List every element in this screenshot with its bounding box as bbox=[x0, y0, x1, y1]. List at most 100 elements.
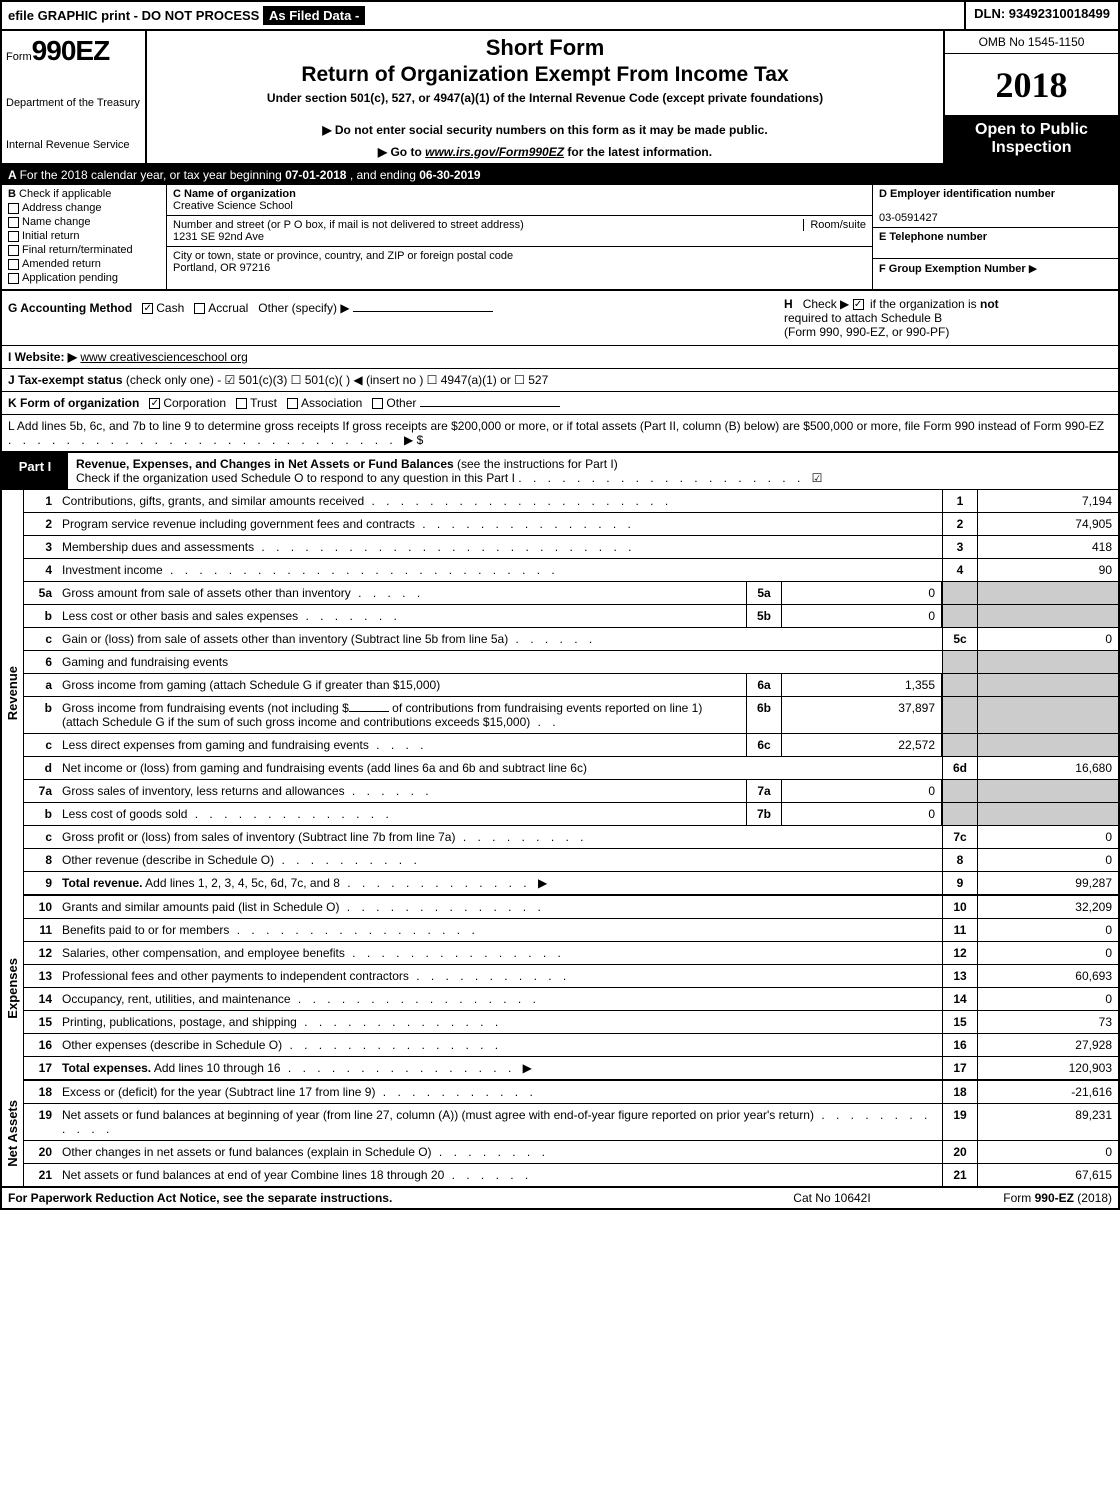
c-city: City or town, state or province, country… bbox=[167, 247, 872, 277]
line-5c-bv: 0 bbox=[978, 628, 1118, 650]
line-3-desc: Membership dues and assessments . . . . … bbox=[58, 536, 942, 558]
line-7c-bv: 0 bbox=[978, 826, 1118, 848]
i-val[interactable]: www creativescienceschool org bbox=[80, 350, 247, 364]
revenue-label: Revenue bbox=[3, 664, 22, 722]
col-b: B Check if applicable Address change Nam… bbox=[2, 185, 167, 289]
k-other-blank[interactable] bbox=[420, 406, 560, 407]
cb-trust[interactable] bbox=[236, 398, 247, 409]
line-18: 18 Excess or (deficit) for the year (Sub… bbox=[24, 1081, 1118, 1104]
line-16-bv: 27,928 bbox=[978, 1034, 1118, 1056]
c-room-lbl: Room/suite bbox=[803, 219, 866, 231]
line-19-bv: 89,231 bbox=[978, 1104, 1118, 1140]
line-14-bv: 0 bbox=[978, 988, 1118, 1010]
efile-text: efile GRAPHIC print - DO NOT PROCESS bbox=[8, 8, 259, 23]
cb-amended-return[interactable]: Amended return bbox=[8, 258, 160, 270]
k-assoc: Association bbox=[301, 396, 362, 410]
line-7a-desc: Gross sales of inventory, less returns a… bbox=[58, 780, 746, 802]
cb-assoc[interactable] bbox=[287, 398, 298, 409]
short-form: Short Form bbox=[153, 35, 937, 61]
line-5b-in: 5b bbox=[746, 605, 782, 627]
cb-app-pending[interactable]: Application pending bbox=[8, 272, 160, 284]
h-lbl: H bbox=[784, 297, 793, 311]
line-17-desc: Total expenses. Add lines 10 through 16 … bbox=[58, 1057, 942, 1079]
part-i-dots: . . . . . . . . . . . . . . . . . . . . bbox=[518, 471, 811, 485]
line-16: 16 Other expenses (describe in Schedule … bbox=[24, 1034, 1118, 1057]
cb-accrual[interactable] bbox=[194, 303, 205, 314]
header-right: OMB No 1545-1150 2018 Open to Public Ins… bbox=[943, 31, 1118, 163]
line-20-desc: Other changes in net assets or fund bala… bbox=[58, 1141, 942, 1163]
line-15-desc: Printing, publications, postage, and shi… bbox=[58, 1011, 942, 1033]
dln: DLN: 93492310018499 bbox=[964, 2, 1118, 29]
line-14-bn: 14 bbox=[942, 988, 978, 1010]
c-street-lbl: Number and street (or P O box, if mail i… bbox=[173, 219, 524, 231]
line-20: 20 Other changes in net assets or fund b… bbox=[24, 1141, 1118, 1164]
line-14-num: 14 bbox=[24, 988, 58, 1010]
line-6-grey bbox=[942, 651, 978, 673]
netassets-label: Net Assets bbox=[3, 1098, 22, 1169]
revenue-block: Revenue 1 Contributions, gifts, grants, … bbox=[2, 490, 1118, 896]
line-4-bn: 4 bbox=[942, 559, 978, 581]
k-corp: Corporation bbox=[163, 396, 226, 410]
c-city-lbl: City or town, state or province, country… bbox=[173, 250, 513, 262]
cb-other[interactable] bbox=[372, 398, 383, 409]
header-left: Form990EZ Department of the Treasury Int… bbox=[2, 31, 147, 163]
cb-final-return[interactable]: Final return/terminated bbox=[8, 244, 160, 256]
line-10-bn: 10 bbox=[942, 896, 978, 918]
line-3: 3 Membership dues and assessments . . . … bbox=[24, 536, 1118, 559]
cb-address-change[interactable]: Address change bbox=[8, 202, 160, 214]
block-bcdef: B Check if applicable Address change Nam… bbox=[2, 185, 1118, 291]
header-center: Short Form Return of Organization Exempt… bbox=[147, 31, 943, 163]
line-6b-blank[interactable] bbox=[349, 711, 389, 712]
cb-initial-return[interactable]: Initial return bbox=[8, 230, 160, 242]
line-13-desc: Professional fees and other payments to … bbox=[58, 965, 942, 987]
line-5b: b Less cost or other basis and sales exp… bbox=[24, 605, 1118, 628]
line-5b-num: b bbox=[24, 605, 58, 627]
line-13-num: 13 bbox=[24, 965, 58, 987]
line-5c: c Gain or (loss) from sale of assets oth… bbox=[24, 628, 1118, 651]
line-10: 10 Grants and similar amounts paid (list… bbox=[24, 896, 1118, 919]
line-11: 11 Benefits paid to or for members . . .… bbox=[24, 919, 1118, 942]
expenses-label: Expenses bbox=[3, 956, 22, 1021]
c-name: C Name of organization Creative Science … bbox=[167, 185, 872, 216]
col-c: C Name of organization Creative Science … bbox=[167, 185, 873, 289]
line-15-bv: 73 bbox=[978, 1011, 1118, 1033]
line-14-desc: Occupancy, rent, utilities, and maintena… bbox=[58, 988, 942, 1010]
line-6c-in: 6c bbox=[746, 734, 782, 756]
part-i-txt: Revenue, Expenses, and Changes in Net As… bbox=[68, 453, 1118, 489]
line-6d: d Net income or (loss) from gaming and f… bbox=[24, 757, 1118, 780]
row-a-lbl: A bbox=[8, 168, 16, 182]
line-5b-desc: Less cost or other basis and sales expen… bbox=[58, 605, 746, 627]
line-5a: 5a Gross amount from sale of assets othe… bbox=[24, 582, 1118, 605]
line-6a-in: 6a bbox=[746, 674, 782, 696]
line-4-desc: Investment income . . . . . . . . . . . … bbox=[58, 559, 942, 581]
part-i-tag: Part I bbox=[2, 453, 68, 489]
line-16-bn: 16 bbox=[942, 1034, 978, 1056]
cb-h[interactable]: ✓ bbox=[853, 299, 864, 310]
revenue-side: Revenue bbox=[2, 490, 24, 896]
expenses-block: Expenses 10 Grants and similar amounts p… bbox=[2, 896, 1118, 1081]
line-6c-greyv bbox=[978, 734, 1118, 756]
line-17-num: 17 bbox=[24, 1057, 58, 1079]
line-5b-greyv bbox=[978, 605, 1118, 627]
line-6a: a Gross income from gaming (attach Sched… bbox=[24, 674, 1118, 697]
cb-corp[interactable]: ✓ bbox=[149, 398, 160, 409]
line-18-num: 18 bbox=[24, 1081, 58, 1103]
line-2: 2 Program service revenue including gove… bbox=[24, 513, 1118, 536]
line-6a-grey bbox=[942, 674, 978, 696]
open-public: Open to Public Inspection bbox=[945, 115, 1118, 163]
cb-cash[interactable]: ✓ bbox=[142, 303, 153, 314]
row-a-begin: 07-01-2018 bbox=[285, 168, 346, 182]
line-5a-num: 5a bbox=[24, 582, 58, 604]
asfiled-box: As Filed Data - bbox=[263, 6, 365, 25]
goto-link[interactable]: www.irs.gov/Form990EZ bbox=[425, 145, 564, 159]
g-other-blank[interactable] bbox=[353, 311, 493, 312]
h-txt3: required to attach Schedule B bbox=[784, 311, 942, 325]
c-city-val: Portland, OR 97216 bbox=[173, 262, 270, 274]
line-11-desc: Benefits paid to or for members . . . . … bbox=[58, 919, 942, 941]
line-6d-bv: 16,680 bbox=[978, 757, 1118, 779]
cb-name-change[interactable]: Name change bbox=[8, 216, 160, 228]
line-4-bv: 90 bbox=[978, 559, 1118, 581]
row-a-end: 06-30-2019 bbox=[419, 168, 480, 182]
line-6c-iv: 22,572 bbox=[782, 734, 942, 756]
line-7a-greyv bbox=[978, 780, 1118, 802]
